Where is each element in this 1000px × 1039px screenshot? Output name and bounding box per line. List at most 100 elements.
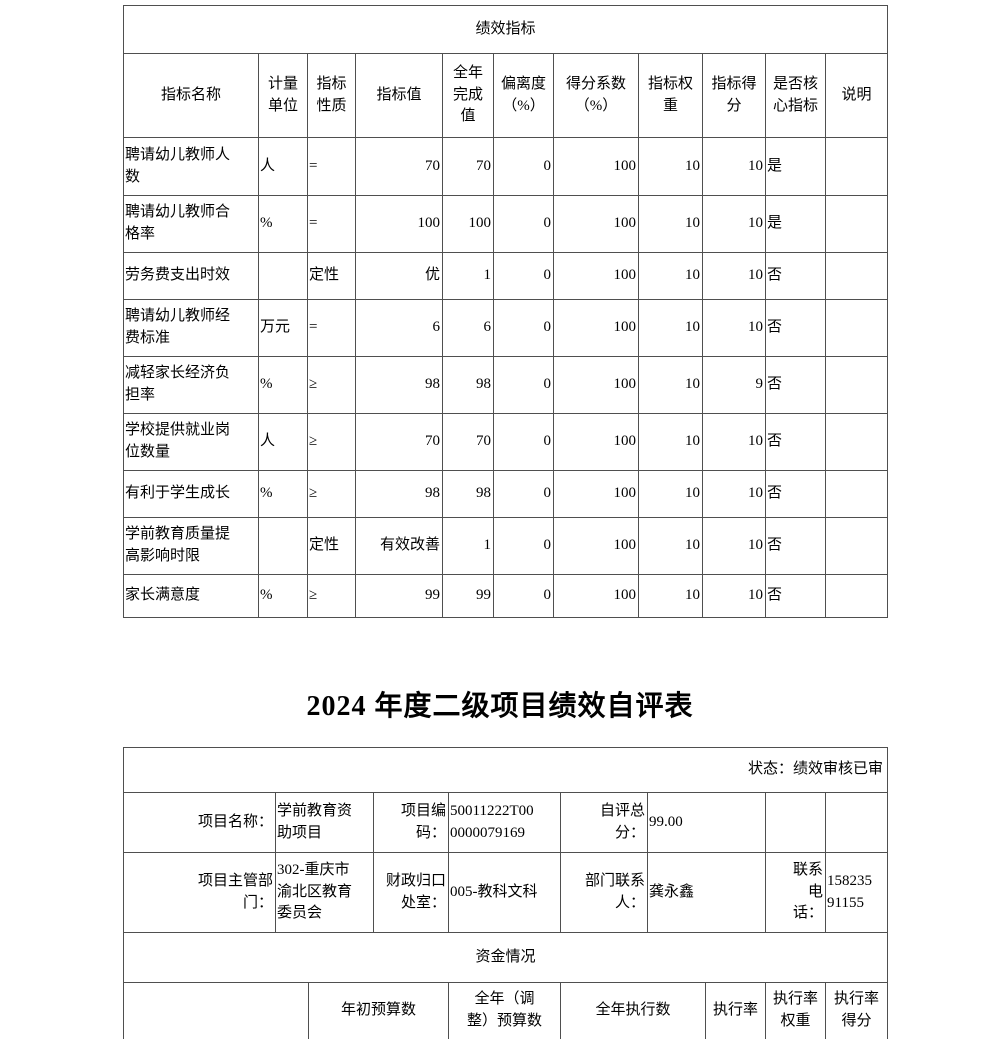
cell-note xyxy=(824,195,889,253)
dept-value: 302-重庆市 渝北区教育 委员会 xyxy=(275,852,374,933)
cell-annual: 1 xyxy=(442,252,494,300)
dept-label: 项目主管部 门： xyxy=(123,852,276,933)
cell-annual: 1 xyxy=(442,517,494,575)
cell-score: 10 xyxy=(702,574,766,618)
cell-core: 否 xyxy=(765,574,826,618)
col-header-score: 指标得 分 xyxy=(702,53,766,138)
self-score-label: 自评总 分： xyxy=(560,792,648,853)
cell-nature: = xyxy=(307,299,356,357)
cell-weight: 10 xyxy=(638,574,703,618)
cell-name: 家长满意度 xyxy=(123,574,259,618)
cell-target: 100 xyxy=(355,195,443,253)
cell-coefficient: 100 xyxy=(553,356,639,414)
cell-name: 劳务费支出时效 xyxy=(123,252,259,300)
cell-score: 9 xyxy=(702,356,766,414)
cell-target: 99 xyxy=(355,574,443,618)
funds-section-row: 资金情况 xyxy=(122,932,889,983)
cell-unit: 人 xyxy=(258,137,308,196)
cell-note xyxy=(824,413,889,471)
cell-nature: ≥ xyxy=(307,574,356,618)
self-evaluation-table: 状态：绩效审核已审 项目名称： 学前教育资 助项目 项目编 码： 5001122… xyxy=(122,747,889,983)
project-name-value: 学前教育资 助项目 xyxy=(275,792,374,853)
col-header-adjusted-budget: 全年（调 整）预算数 xyxy=(448,982,561,1039)
table-row: 聘请幼儿教师人 数 人 = 70 70 0 100 10 10 是 xyxy=(123,137,889,196)
cell-unit: 人 xyxy=(258,413,308,471)
section-title: 绩效指标 xyxy=(122,5,889,54)
performance-indicator-table: 绩效指标 指标名称 计量 单位 指标 性质 指标值 全年 完成 值 偏离度 （%… xyxy=(122,5,889,618)
cell-core: 否 xyxy=(765,299,826,357)
cell-coefficient: 100 xyxy=(553,137,639,196)
col-header-note: 说明 xyxy=(824,53,889,138)
cell-core: 是 xyxy=(765,137,826,196)
col-header-target: 指标值 xyxy=(355,53,443,138)
performance-indicator-table-wrapper: 绩效指标 指标名称 计量 单位 指标 性质 指标值 全年 完成 值 偏离度 （%… xyxy=(122,5,889,618)
cell-core: 否 xyxy=(765,356,826,414)
empty-cell xyxy=(824,792,889,853)
cell-core: 否 xyxy=(765,413,826,471)
table-row: 劳务费支出时效 定性 优 1 0 100 10 10 否 xyxy=(123,252,889,300)
cell-name: 学校提供就业岗 位数量 xyxy=(123,413,259,471)
cell-core: 否 xyxy=(765,470,826,518)
cell-unit: % xyxy=(258,356,308,414)
project-name-label: 项目名称： xyxy=(123,792,276,853)
finance-office-value: 005-教科文科 xyxy=(448,852,561,933)
cell-annual: 70 xyxy=(442,137,494,196)
cell-nature: 定性 xyxy=(307,517,356,575)
cell-core: 否 xyxy=(765,252,826,300)
cell-score: 10 xyxy=(702,470,766,518)
cell-note xyxy=(824,252,889,300)
cell-coefficient: 100 xyxy=(553,470,639,518)
funds-header-row: 年初预算数 全年（调 整）预算数 全年执行数 执行率 执行率 权重 执行率 得分 xyxy=(123,982,888,1039)
phone-value: 158235 91155 xyxy=(824,852,889,933)
cell-coefficient: 100 xyxy=(553,252,639,300)
cell-unit: % xyxy=(258,195,308,253)
cell-coefficient: 100 xyxy=(553,413,639,471)
cell-weight: 10 xyxy=(638,299,703,357)
cell-annual: 99 xyxy=(442,574,494,618)
col-header-initial-budget: 年初预算数 xyxy=(308,982,449,1039)
department-info-row: 项目主管部 门： 302-重庆市 渝北区教育 委员会 财政归口 处室： 005-… xyxy=(123,852,889,933)
cell-unit: % xyxy=(258,574,308,618)
section-title-row: 绩效指标 xyxy=(122,5,889,54)
phone-label: 联系 电 话： xyxy=(765,852,826,933)
cell-coefficient: 100 xyxy=(553,195,639,253)
cell-note xyxy=(824,137,889,196)
col-header-annual: 全年 完成 值 xyxy=(442,53,494,138)
cell-coefficient: 100 xyxy=(553,517,639,575)
col-header-unit: 计量 单位 xyxy=(258,53,308,138)
page-title: 2024 年度二级项目绩效自评表 xyxy=(306,691,694,722)
col-header-coefficient: 得分系数 （%） xyxy=(553,53,639,138)
cell-deviation: 0 xyxy=(493,517,554,575)
cell-target: 70 xyxy=(355,137,443,196)
cell-weight: 10 xyxy=(638,356,703,414)
cell-score: 10 xyxy=(702,137,766,196)
cell-score: 10 xyxy=(702,413,766,471)
cell-annual: 100 xyxy=(442,195,494,253)
cell-note xyxy=(824,299,889,357)
cell-weight: 10 xyxy=(638,517,703,575)
cell-name: 学前教育质量提 高影响时限 xyxy=(123,517,259,575)
cell-weight: 10 xyxy=(638,137,703,196)
cell-nature: 定性 xyxy=(307,252,356,300)
empty-cell xyxy=(123,982,309,1039)
cell-target: 70 xyxy=(355,413,443,471)
cell-score: 10 xyxy=(702,517,766,575)
cell-deviation: 0 xyxy=(493,413,554,471)
contact-person-label: 部门联系 人： xyxy=(560,852,648,933)
cell-deviation: 0 xyxy=(493,252,554,300)
cell-score: 10 xyxy=(702,195,766,253)
cell-deviation: 0 xyxy=(493,137,554,196)
table-row: 聘请幼儿教师合 格率 % = 100 100 0 100 10 10 是 xyxy=(123,195,889,253)
project-info-row: 项目名称： 学前教育资 助项目 项目编 码： 50011222T00 00000… xyxy=(123,792,889,853)
cell-deviation: 0 xyxy=(493,299,554,357)
col-header-execution-rate: 执行率 xyxy=(705,982,766,1039)
table-row: 家长满意度 % ≥ 99 99 0 100 10 10 否 xyxy=(123,574,889,618)
self-score-value: 99.00 xyxy=(647,792,766,853)
cell-name: 减轻家长经济负 担率 xyxy=(123,356,259,414)
table-row: 聘请幼儿教师经 费标准 万元 = 6 6 0 100 10 10 否 xyxy=(123,299,889,357)
cell-coefficient: 100 xyxy=(553,299,639,357)
cell-name: 有利于学生成长 xyxy=(123,470,259,518)
cell-nature: = xyxy=(307,195,356,253)
col-header-nature: 指标 性质 xyxy=(307,53,356,138)
